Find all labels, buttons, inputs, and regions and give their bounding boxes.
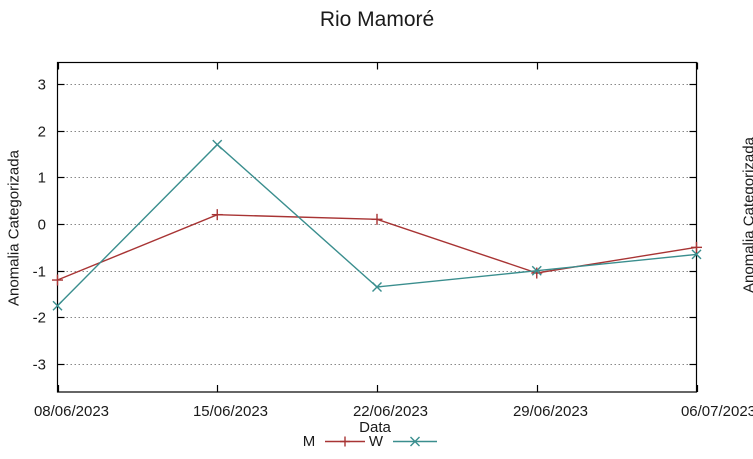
y-tick-label: -1 [33,264,46,281]
legend-label-m: M [302,433,316,450]
chart-title: Rio Mamoré [319,8,435,31]
x-tick-label: 08/06/2023 [34,403,109,420]
y-tick-label: 2 [38,124,46,141]
x-tick-label: 22/06/2023 [353,403,428,420]
x-tick-label: 06/07/2023 [681,403,753,420]
y-axis-label: Anomalia Categorizada [5,150,23,306]
legend-sample-m-icon [325,436,365,447]
y-tick-label: -3 [33,357,46,374]
legend-label-w: W [368,433,384,450]
legend-sample-w-icon [393,436,437,447]
y-tick-label: -2 [33,310,46,327]
y-tick-label: 1 [38,170,46,187]
plot-border [56,61,698,393]
marker-cross [52,300,63,311]
y-tick-label: 3 [38,77,46,94]
marker-cross [691,249,702,260]
marker-cross [212,139,223,150]
series-line-w [57,143,697,307]
x-tick-label: 29/06/2023 [513,403,588,420]
x-axis-label: Data [359,419,391,436]
x-tick-label: 15/06/2023 [193,403,268,420]
marker-cross [531,265,542,276]
y-tick-label: 0 [38,217,46,234]
marker-cross [372,282,382,293]
second-chart-y-axis-label: Anomalia Categorizada [740,137,753,293]
